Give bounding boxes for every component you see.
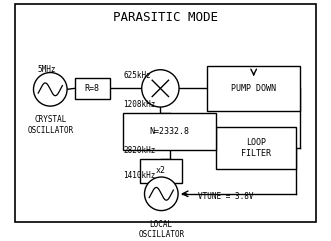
Text: CRYSTAL
OSCILLATOR: CRYSTAL OSCILLATOR: [27, 115, 73, 135]
Text: 2820kHz: 2820kHz: [123, 146, 156, 155]
Text: LOOP
FILTER: LOOP FILTER: [241, 138, 271, 158]
Text: PARASITIC MODE: PARASITIC MODE: [113, 11, 218, 24]
Text: x2: x2: [156, 167, 166, 175]
Text: 5MHz: 5MHz: [37, 65, 56, 74]
Text: R=8: R=8: [85, 84, 100, 93]
Bar: [216, 127, 296, 169]
Text: 625kHz: 625kHz: [123, 71, 151, 80]
Text: LOCAL
OSCILLATOR: LOCAL OSCILLATOR: [138, 220, 184, 239]
Bar: [140, 159, 182, 183]
Text: VTUNE = 3.8V: VTUNE = 3.8V: [198, 192, 253, 201]
Bar: [74, 78, 110, 99]
Circle shape: [145, 177, 178, 211]
Text: 1208kHz: 1208kHz: [123, 100, 156, 109]
Circle shape: [142, 70, 179, 107]
Text: 1410kHz: 1410kHz: [123, 171, 156, 180]
Text: N=2332.8: N=2332.8: [150, 127, 190, 136]
Text: PUMP DOWN: PUMP DOWN: [231, 84, 276, 93]
Bar: [207, 66, 300, 111]
Bar: [123, 113, 216, 150]
Circle shape: [33, 73, 67, 106]
